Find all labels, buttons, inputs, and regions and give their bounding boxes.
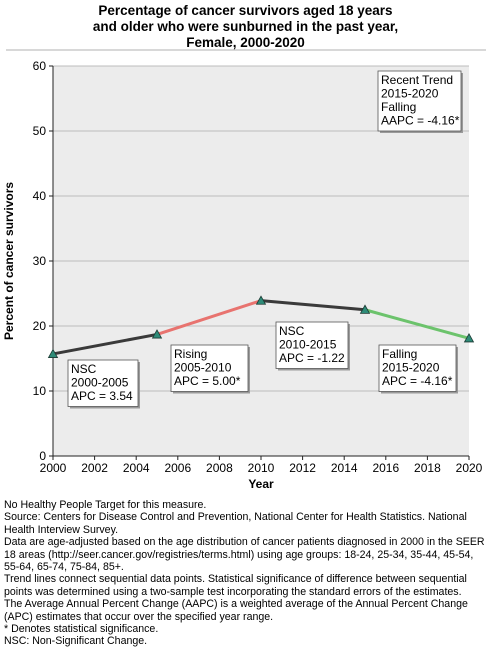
annotation-text: Rising bbox=[174, 347, 207, 361]
x-axis-label: Year bbox=[248, 477, 274, 491]
y-tick-label: 50 bbox=[33, 124, 47, 138]
annotation-frame bbox=[275, 321, 349, 369]
annotation-text: NSC bbox=[279, 324, 305, 338]
x-tick-label: 2012 bbox=[289, 461, 316, 475]
title-line: and older who were sunburned in the past… bbox=[92, 19, 399, 34]
annotation-text: Falling bbox=[381, 100, 416, 114]
y-tick-label: 0 bbox=[39, 449, 46, 463]
annotation-frame bbox=[170, 344, 249, 392]
chart-title: Percentage of cancer survivors aged 18 y… bbox=[0, 3, 491, 51]
note-line: NSC: Non-Significant Change. bbox=[4, 635, 148, 648]
trend-segment-nsc bbox=[259, 299, 367, 312]
y-tick-label: 30 bbox=[33, 254, 47, 268]
x-tick-labels: 2000 2002 2004 2006 2008 2010 2012 2014 2016 2018… bbox=[40, 456, 483, 475]
annotation-frame bbox=[67, 359, 139, 407]
x-tick-label: 2002 bbox=[81, 461, 108, 475]
x-tick-label: 2016 bbox=[372, 461, 399, 475]
data-point-marker bbox=[463, 333, 475, 343]
y-axis-label: Percent of cancer survivors bbox=[2, 182, 16, 340]
annotation-text: APC = 3.54 bbox=[71, 389, 133, 403]
x-tick-label: 2000 bbox=[40, 461, 67, 475]
footnotes: No Healthy People Target for this measur… bbox=[4, 499, 488, 648]
y-tick-label: 60 bbox=[33, 59, 47, 73]
annotation-text: 2015-2020 bbox=[381, 87, 439, 101]
annotation-text: 2015-2020 bbox=[382, 361, 440, 375]
x-tick-label: 2020 bbox=[456, 461, 483, 475]
y-tick-label: 40 bbox=[33, 189, 47, 203]
x-tick-label: 2010 bbox=[248, 461, 275, 475]
annotation-text: APC = -4.16* bbox=[382, 374, 453, 388]
data-point-marker bbox=[47, 348, 59, 358]
note-line: Trend lines connect sequential data poin… bbox=[4, 573, 467, 598]
trend-segment-nsc bbox=[51, 332, 159, 356]
y-tick-label: 20 bbox=[33, 319, 47, 333]
x-tick-label: 2018 bbox=[414, 461, 441, 475]
note-line: * Denotes statistical significance. bbox=[4, 623, 159, 636]
title-line: Percentage of cancer survivors aged 18 y… bbox=[98, 3, 393, 18]
annotation-text: Recent Trend bbox=[381, 73, 453, 87]
annotation-text: NSC bbox=[71, 362, 97, 376]
y-tick-labels: 0 10 20 30 40 50 60 bbox=[33, 59, 53, 463]
note-line: Data are age-adjusted based on the age d… bbox=[4, 536, 485, 574]
note-line: The Average Annual Percent Change (AAPC)… bbox=[4, 598, 468, 623]
trend-segment-falling bbox=[363, 308, 471, 340]
annotation-text: APC = -1.22 bbox=[279, 351, 345, 365]
annotation-text: Falling bbox=[382, 347, 417, 361]
note-line: Source: Centers for Disease Control and … bbox=[4, 511, 467, 536]
annotation-text: 2005-2010 bbox=[174, 361, 232, 375]
data-point-marker bbox=[359, 304, 371, 314]
x-tick-label: 2006 bbox=[164, 461, 191, 475]
annotation-text: AAPC = -4.16* bbox=[381, 114, 460, 128]
x-tick-label: 2004 bbox=[123, 461, 150, 475]
x-tick-label: 2008 bbox=[206, 461, 233, 475]
trend-segment-rising bbox=[155, 299, 263, 336]
data-point-marker bbox=[255, 295, 267, 305]
annotation-text: 2000-2005 bbox=[71, 376, 129, 390]
y-tick-label: 10 bbox=[33, 384, 47, 398]
annotation-frame bbox=[378, 344, 457, 392]
data-point-marker bbox=[151, 329, 163, 339]
annotation-text: 2010-2015 bbox=[279, 338, 337, 352]
annotation-frame bbox=[377, 70, 462, 132]
annotation-text: APC = 5.00* bbox=[174, 374, 241, 388]
trend-series bbox=[47, 295, 475, 358]
note-line: No Healthy People Target for this measur… bbox=[4, 499, 207, 511]
x-tick-label: 2014 bbox=[331, 461, 358, 475]
title-line: Female, 2000-2020 bbox=[186, 35, 305, 50]
